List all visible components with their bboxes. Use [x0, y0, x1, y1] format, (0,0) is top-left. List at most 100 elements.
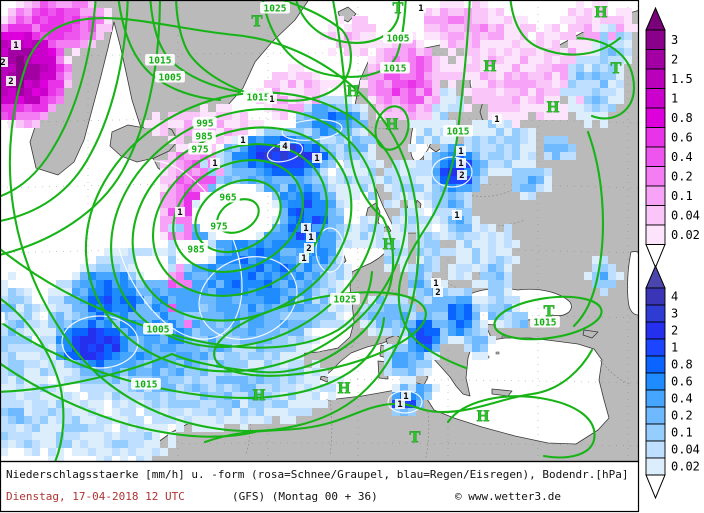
rain-cell	[608, 24, 616, 32]
snow-cell	[32, 32, 40, 40]
rain-cell	[392, 160, 400, 168]
rain-cell	[344, 144, 352, 152]
rain-cell	[296, 248, 304, 256]
snow-cell	[160, 128, 168, 136]
rain-cell	[248, 160, 256, 168]
rain-cell	[176, 288, 184, 296]
rain-cell	[400, 384, 408, 392]
snow-cell	[592, 16, 600, 24]
rain-cell	[264, 168, 272, 176]
snow-cell	[400, 56, 408, 64]
rain-cell	[368, 312, 376, 320]
rain-cell	[32, 376, 40, 384]
rain-cell	[328, 320, 336, 328]
rain-cell	[112, 280, 120, 288]
rain-cell	[600, 48, 608, 56]
rain-cell	[152, 432, 160, 440]
rain-cell	[320, 104, 328, 112]
rain-cell	[200, 160, 208, 168]
precip-value-label: 1	[301, 254, 306, 264]
snow-cell	[464, 104, 472, 112]
snow-cell	[552, 88, 560, 96]
snow-cell	[1, 112, 8, 120]
rain-cell	[112, 392, 120, 400]
rain-cell	[184, 296, 192, 304]
rain-cell	[104, 440, 112, 448]
rain-cell	[512, 296, 520, 304]
rain-cell	[48, 368, 56, 376]
snow-cell	[472, 80, 480, 88]
snow-cell	[360, 40, 368, 48]
rain-cell	[504, 256, 512, 264]
rain-cell	[96, 416, 104, 424]
snow-cell	[384, 80, 392, 88]
rain-cell	[272, 312, 280, 320]
rain-cell	[480, 240, 488, 248]
rain-cell	[480, 144, 488, 152]
rain-cell	[112, 256, 120, 264]
snow-cell	[56, 1, 64, 8]
rain-cell	[448, 192, 456, 200]
rain-cell	[168, 376, 176, 384]
rain-cell	[368, 320, 376, 328]
snow-cell	[592, 8, 600, 16]
rain-cell	[112, 440, 120, 448]
rain-cell	[248, 408, 256, 416]
snow-cell	[88, 40, 96, 48]
rain-cell	[216, 320, 224, 328]
rain-cell	[288, 328, 296, 336]
rain-cell	[264, 144, 272, 152]
precip-value-label: 1	[433, 279, 438, 289]
rain-cell	[168, 416, 176, 424]
rain-cell	[320, 200, 328, 208]
rain-cell	[144, 312, 152, 320]
snow-cell	[520, 104, 528, 112]
snow-cell	[376, 40, 384, 48]
rain-cell	[456, 184, 464, 192]
rain-cell	[224, 280, 232, 288]
isobar-label-box	[155, 71, 185, 83]
rain-cell	[216, 352, 224, 360]
snow-cell	[504, 56, 512, 64]
snow-cell	[56, 8, 64, 16]
snow-cell	[240, 120, 248, 128]
rain-cell	[160, 360, 168, 368]
rain-cell	[208, 312, 216, 320]
snow-cell	[40, 72, 48, 80]
rain-cell	[128, 448, 136, 456]
snow-cell	[72, 8, 80, 16]
snow-cell	[512, 112, 520, 120]
isobar-label: 1005	[387, 34, 410, 45]
rain-cell	[440, 288, 448, 296]
isobar-label: 1005	[147, 325, 170, 336]
rain-cell	[32, 416, 40, 424]
rain-cell	[368, 232, 376, 240]
rain-cell	[416, 256, 424, 264]
rain-cell	[496, 136, 504, 144]
rain-cell	[448, 104, 456, 112]
rain-cell	[224, 256, 232, 264]
rain-cell	[176, 376, 184, 384]
rain-cell	[136, 280, 144, 288]
snow-cell	[600, 1, 608, 8]
snow-cell	[208, 144, 216, 152]
rain-cell	[472, 240, 480, 248]
snow-cell	[432, 56, 440, 64]
snow-cell	[8, 32, 16, 40]
snow-cell	[32, 16, 40, 24]
snow-cell	[464, 88, 472, 96]
snow-cell	[480, 40, 488, 48]
rain-cell	[72, 376, 80, 384]
rain-cell	[480, 136, 488, 144]
rain-cell	[504, 312, 512, 320]
snow-cell	[488, 88, 496, 96]
rain-cell	[208, 344, 216, 352]
rain-cell	[184, 408, 192, 416]
snow-cell	[104, 16, 112, 24]
rain-cell	[48, 328, 56, 336]
rain-cell	[464, 232, 472, 240]
rain-cell	[392, 224, 400, 232]
rain-cell	[336, 96, 344, 104]
rain-cell	[432, 128, 440, 136]
rain-cell	[552, 152, 560, 160]
